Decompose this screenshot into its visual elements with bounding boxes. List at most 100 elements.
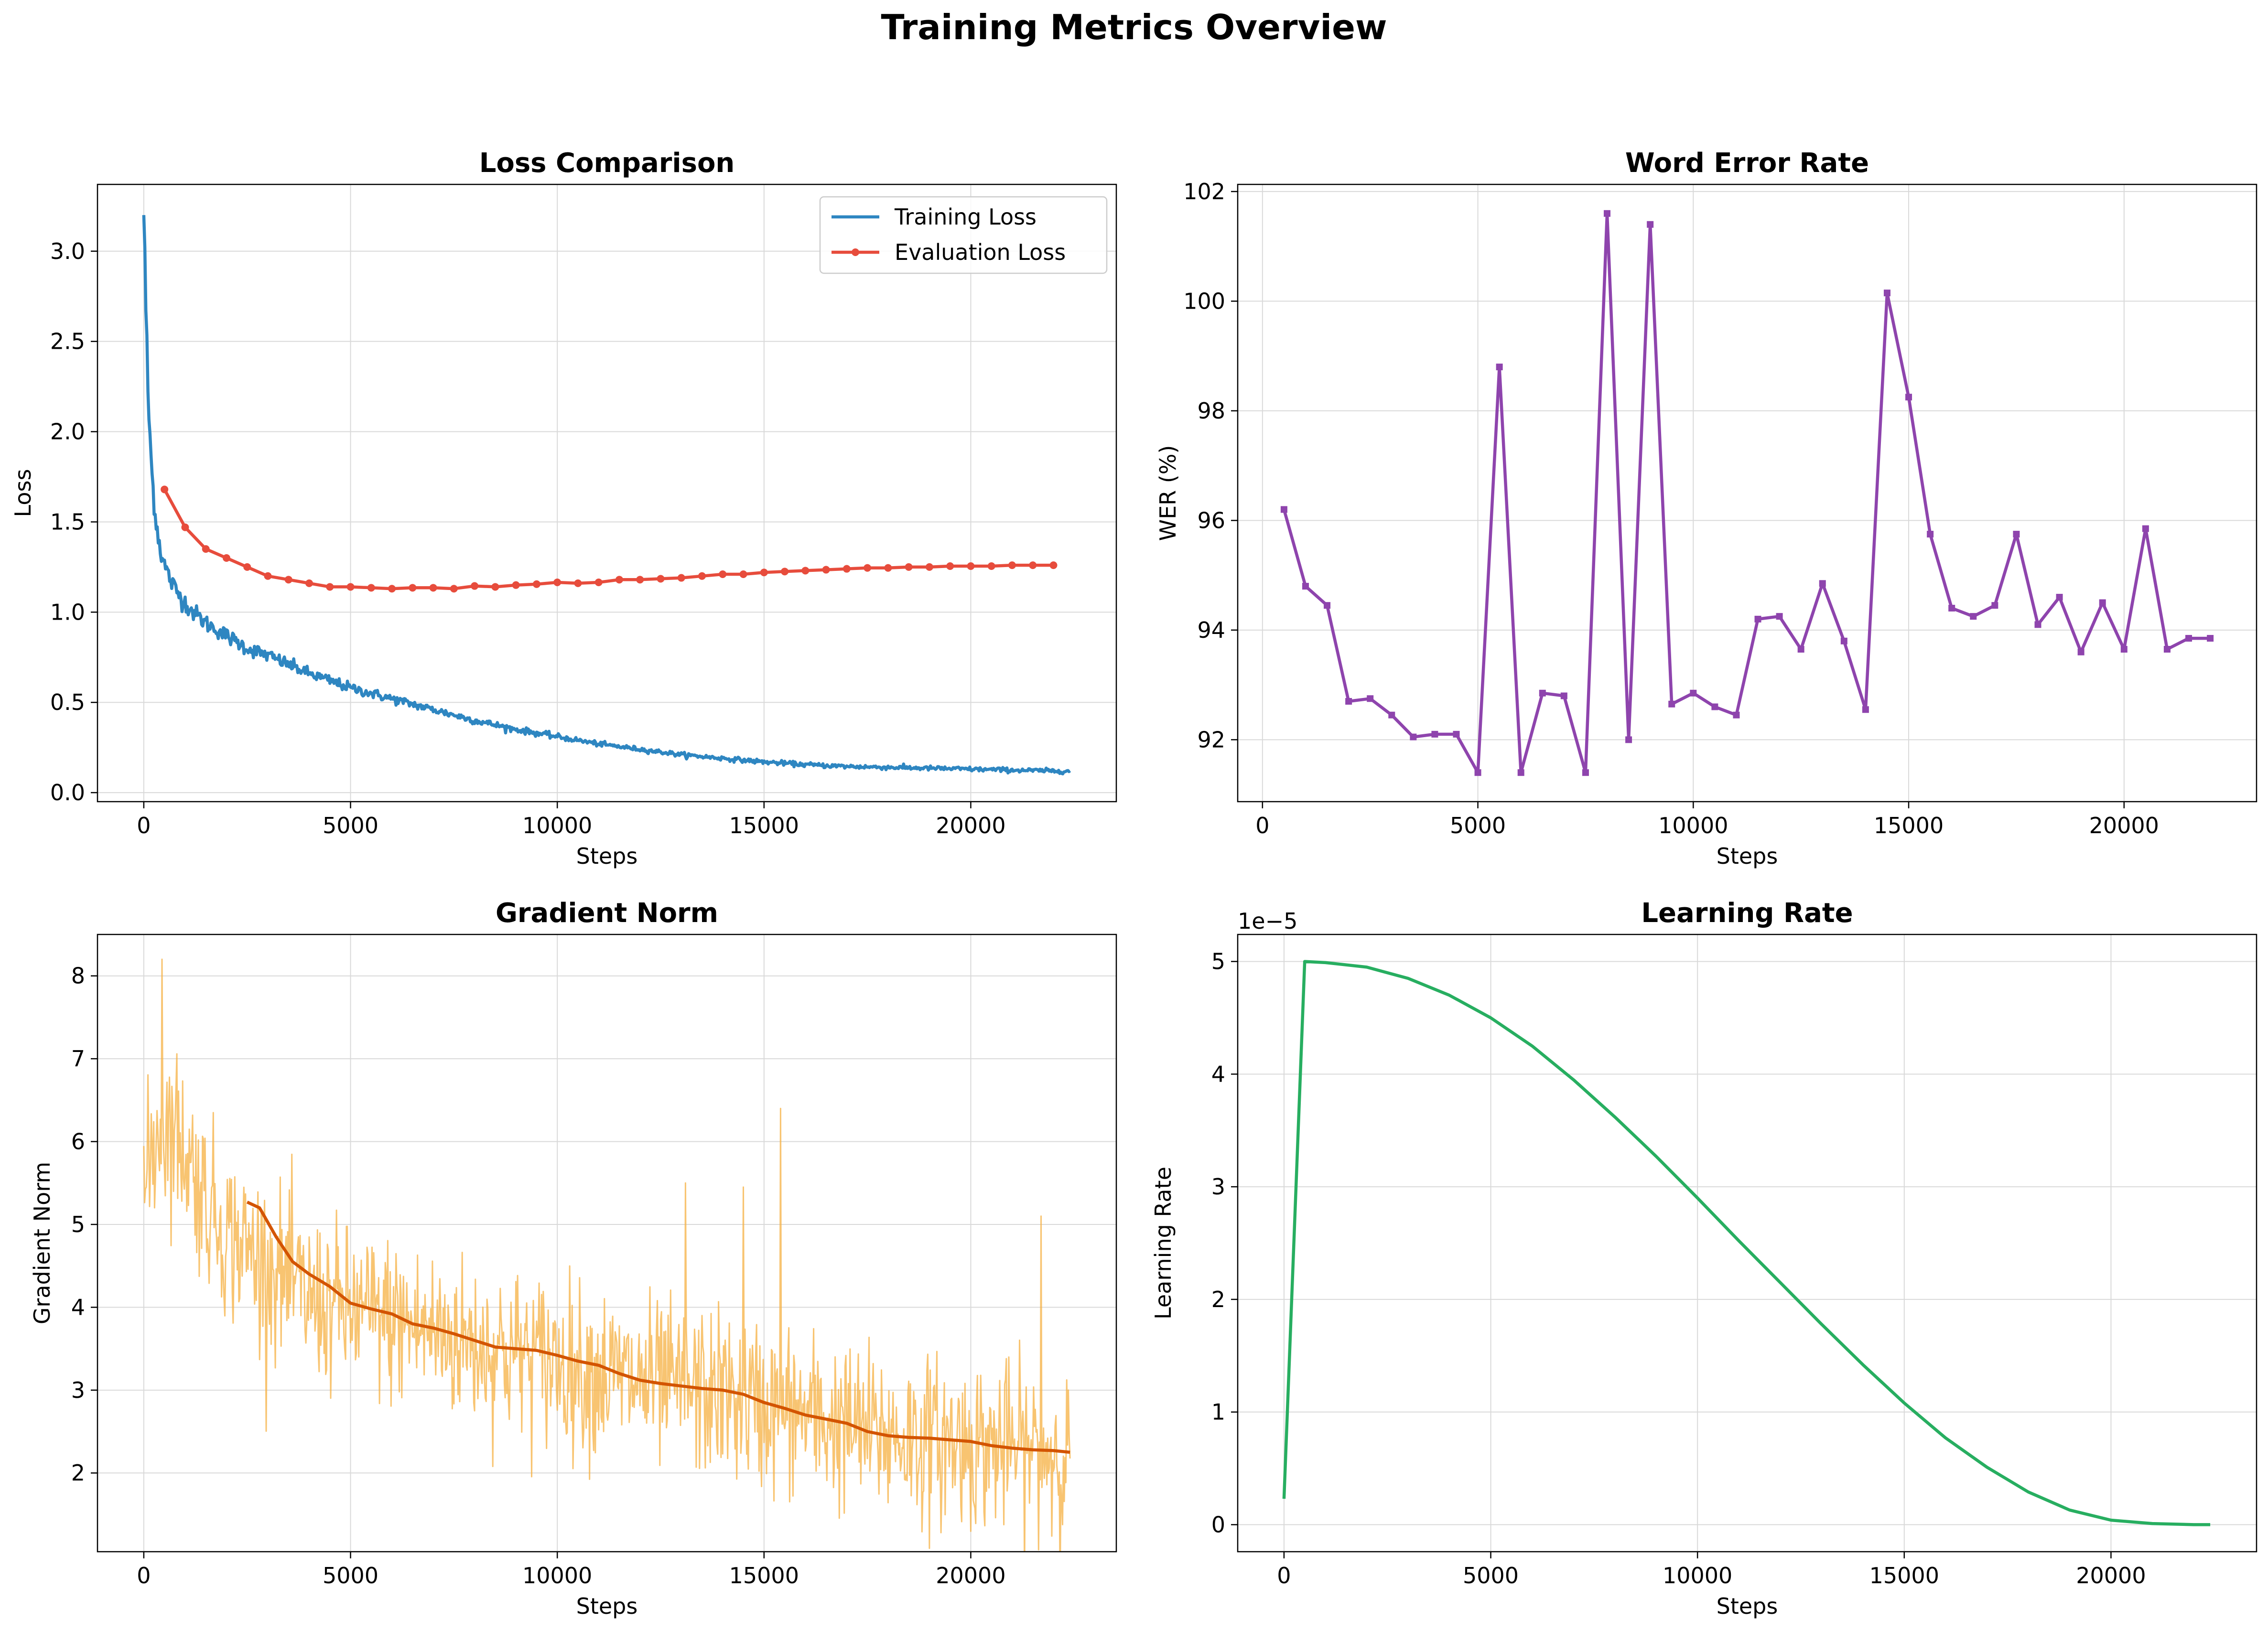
series-point-loss	[719, 570, 727, 578]
series-point-loss	[884, 564, 892, 572]
legend-marker	[852, 248, 859, 256]
y-tick-label: 7	[71, 1046, 85, 1072]
y-tick-label: 3	[1211, 1174, 1225, 1200]
y-tick-label: 3	[71, 1377, 85, 1403]
series-point-loss	[388, 585, 396, 593]
x-tick-label: 15000	[1874, 813, 1944, 838]
series-point-loss	[657, 575, 665, 583]
axes-title: Gradient Norm	[496, 898, 718, 929]
series-point-wer	[2077, 648, 2084, 655]
y-tick-label: 102	[1183, 179, 1225, 204]
legend-label: Training Loss	[894, 204, 1037, 230]
series-point-wer	[1302, 583, 1309, 590]
legend-label: Evaluation Loss	[895, 239, 1066, 265]
axes-title: Loss Comparison	[479, 148, 735, 179]
series-point-wer	[1604, 210, 1611, 217]
x-tick-label: 0	[137, 1563, 151, 1588]
y-tick-label: 1.0	[50, 599, 85, 625]
series-point-wer	[1970, 613, 1977, 620]
series-point-loss	[801, 567, 810, 575]
x-tick-label: 10000	[522, 1563, 592, 1588]
series-point-wer	[1388, 711, 1395, 719]
series-point-wer	[1733, 711, 1740, 719]
series-point-wer	[1647, 221, 1654, 228]
y-tick-label: 3.0	[50, 238, 85, 264]
series-point-wer	[1474, 769, 1481, 776]
y-tick-label: 98	[1197, 398, 1225, 424]
axes-frame	[97, 934, 1117, 1553]
series-point-wer	[1367, 695, 1374, 702]
x-tick-label: 10000	[1663, 1563, 1732, 1588]
series-point-wer	[2120, 646, 2128, 653]
series-point-loss	[946, 562, 954, 570]
x-tick-label: 0	[137, 813, 151, 838]
y-tick-label: 2	[1211, 1287, 1225, 1312]
y-tick-label: 5	[1211, 949, 1225, 975]
series-point-wer	[2163, 646, 2171, 653]
plot-area	[143, 958, 1071, 1552]
x-tick-label: 5000	[323, 813, 378, 838]
series-point-wer	[1754, 615, 1761, 622]
series-point-loss	[615, 576, 623, 584]
series-point-loss	[305, 579, 313, 587]
series-point-loss	[491, 583, 499, 591]
series-point-wer	[1345, 698, 1352, 705]
gradient-norm-panel: 0 5000 10000 15000 20000 2 3 4 5 6 7 8 Gradient Norm…	[29, 898, 1117, 1619]
series-point-wer	[1991, 602, 1998, 609]
series-point-loss	[677, 574, 685, 582]
series-point-wer	[1539, 689, 1546, 697]
series-point-loss	[471, 582, 479, 590]
y-tick-label: 1	[1211, 1399, 1225, 1425]
x-tick-label: 5000	[1463, 1563, 1519, 1588]
series-point-wer	[1883, 290, 1890, 297]
series-point-loss	[822, 566, 830, 574]
series-line-grad-1	[246, 1201, 1070, 1454]
y-tick-label: 2.0	[50, 419, 85, 445]
series-point-wer	[1324, 602, 1331, 609]
axes-frame	[1237, 934, 2257, 1553]
series-point-wer	[2142, 525, 2149, 532]
series-point-wer	[1582, 769, 1589, 776]
x-tick-label: 15000	[1869, 1563, 1939, 1588]
legend-box	[819, 196, 1108, 274]
x-axis-label: Steps	[1717, 1593, 1778, 1619]
series-point-wer	[1797, 646, 1804, 653]
series-point-loss	[1029, 561, 1037, 569]
y-tick-label: 0	[1211, 1512, 1225, 1537]
y-axis-label: Learning Rate	[1150, 1167, 1176, 1320]
x-tick-label: 20000	[2076, 1563, 2146, 1588]
series-point-loss	[512, 581, 520, 589]
y-tick-label: 0.5	[50, 689, 85, 715]
series-point-loss	[326, 583, 334, 591]
series-point-wer	[1927, 531, 1934, 538]
x-tick-label: 20000	[936, 1563, 1005, 1588]
x-tick-label: 10000	[1658, 813, 1728, 838]
plot-area	[1282, 960, 2211, 1526]
plot-area	[142, 215, 1071, 776]
x-tick-label: 15000	[729, 813, 799, 838]
series-point-loss	[781, 568, 789, 576]
series-point-wer	[1905, 394, 1912, 401]
x-tick-label: 20000	[936, 813, 1005, 838]
y-tick-label: 2	[71, 1460, 85, 1486]
series-point-loss	[574, 579, 582, 587]
series-line-wer-0	[1282, 212, 2211, 774]
series-point-loss	[202, 545, 210, 553]
y-tick-label: 4	[71, 1294, 85, 1320]
series-point-loss	[925, 563, 933, 571]
y-tick-label: 0.0	[50, 780, 85, 805]
x-axis-label: Steps	[576, 843, 638, 869]
series-point-wer	[1776, 613, 1783, 620]
series-point-wer	[1517, 769, 1524, 776]
series-point-wer	[1496, 364, 1503, 371]
series-point-wer	[1410, 733, 1417, 740]
series-point-loss	[284, 576, 292, 584]
y-tick-label: 4	[1211, 1061, 1225, 1087]
y-tick-label: 1.5	[50, 509, 85, 535]
series-point-loss	[161, 485, 169, 494]
series-point-wer	[1431, 730, 1438, 738]
series-point-loss	[1049, 561, 1058, 569]
series-point-loss	[553, 579, 562, 586]
series-point-loss	[842, 565, 851, 573]
